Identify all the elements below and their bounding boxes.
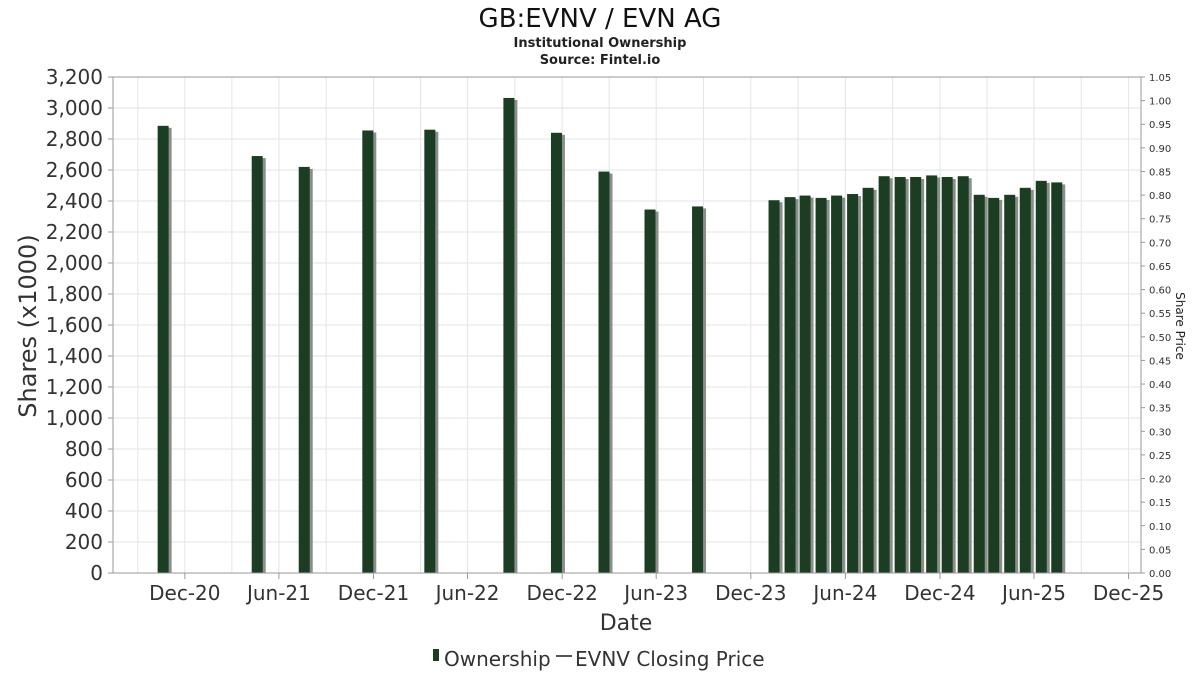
x-axis-label: Date <box>600 611 653 636</box>
y2-tick-label: 0.90 <box>1149 144 1171 155</box>
y-axis-label: Shares (x1000) <box>14 234 42 417</box>
x-tick-label: Jun-23 <box>622 581 688 605</box>
x-tick-label: Jun-25 <box>1000 581 1066 605</box>
y-tick-label: 2,800 <box>46 127 103 151</box>
y2-tick-label: 1.05 <box>1149 73 1171 84</box>
y-tick-label: 3,000 <box>46 96 103 120</box>
ownership-bar <box>831 195 843 573</box>
ownership-bar <box>768 200 780 573</box>
y2-tick-label: 1.00 <box>1149 97 1171 108</box>
y2-tick-label: 0.05 <box>1149 545 1171 556</box>
x-tick-label: Dec-21 <box>338 581 409 605</box>
bars <box>157 97 1066 574</box>
y-tick-label: 200 <box>65 530 103 554</box>
x-tick-label: Dec-24 <box>904 581 975 605</box>
y-tick-label: 600 <box>65 468 103 492</box>
y-tick-label: 800 <box>65 437 103 461</box>
y2-tick-label: 0.70 <box>1149 238 1171 249</box>
y2-tick-label: 0.50 <box>1149 333 1171 344</box>
y2-tick-label: 0.55 <box>1149 309 1171 320</box>
x-tick-label: Dec-25 <box>1093 581 1164 605</box>
ownership-bar <box>644 209 656 573</box>
ownership-bar <box>1019 187 1031 573</box>
y2-tick-label: 0.30 <box>1149 427 1171 438</box>
ownership-bar <box>878 176 890 573</box>
ownership-bar <box>973 194 985 574</box>
y2-tick-label: 0.95 <box>1149 120 1171 131</box>
y2-tick-label: 0.45 <box>1149 356 1171 367</box>
y-tick-label: 400 <box>65 499 103 523</box>
ownership-bar <box>503 97 515 574</box>
y2-tick-label: 0.00 <box>1149 569 1171 580</box>
ownership-bar <box>926 175 938 574</box>
x-tick-label: Dec-22 <box>526 581 597 605</box>
y2-tick-label: 0.60 <box>1149 286 1171 297</box>
y2-tick-label: 0.65 <box>1149 262 1171 273</box>
ownership-bar <box>157 125 169 573</box>
ownership-bar <box>298 166 310 573</box>
y2-tick-label: 0.80 <box>1149 191 1171 202</box>
ownership-bar <box>784 197 796 573</box>
ownership-bar <box>941 176 953 573</box>
y2-axis-label: Share Price <box>1173 292 1187 360</box>
chart-source: Source: Fintel.io <box>540 53 661 68</box>
y2-tick-label: 0.10 <box>1149 522 1171 533</box>
ownership-bar <box>847 194 859 573</box>
ownership-bar <box>251 156 263 574</box>
x-tick-label: Dec-20 <box>149 581 220 605</box>
y-axis-ticks: 0 200 400 600 800 1,000 1,200 1,400 1,600 1,800 2,… <box>46 65 113 585</box>
ownership-bar <box>1051 182 1063 573</box>
ownership-bar <box>362 130 374 573</box>
chart-title: GB:EVNV / EVN AG <box>479 4 722 34</box>
legend-ownership-swatch <box>433 649 439 661</box>
legend-price-label: EVNV Closing Price <box>575 647 765 671</box>
ownership-bar <box>598 171 610 574</box>
y-tick-label: 0 <box>90 561 103 585</box>
ownership-bar <box>894 176 906 573</box>
ownership-bar <box>988 197 1000 573</box>
x-tick-label: Jun-24 <box>811 581 877 605</box>
y-tick-label: 2,400 <box>46 189 103 213</box>
grid <box>113 76 1141 574</box>
ownership-bar <box>1004 194 1016 574</box>
y2-tick-label: 0.20 <box>1149 475 1171 486</box>
y2-tick-label: 0.40 <box>1149 380 1171 391</box>
x-axis-ticks: Dec-20 Jun-21 Dec-21 Jun-22 Dec-22 Jun-23 Dec-… <box>149 573 1164 605</box>
y2-tick-label: 0.25 <box>1149 451 1171 462</box>
chart-subtitle: Institutional Ownership <box>514 36 687 51</box>
y-tick-label: 1,200 <box>46 375 103 399</box>
ownership-bar <box>862 187 874 573</box>
legend-ownership-label: Ownership <box>444 647 551 671</box>
ownership-bar <box>799 195 811 573</box>
y-tick-label: 2,000 <box>46 251 103 275</box>
ownership-bar <box>550 132 562 574</box>
ownership-bar <box>424 129 436 573</box>
x-tick-label: Dec-23 <box>715 581 786 605</box>
x-tick-label: Jun-21 <box>245 581 311 605</box>
legend: Ownership EVNV Closing Price <box>433 647 765 671</box>
ownership-bar <box>692 206 704 574</box>
y-tick-label: 2,600 <box>46 158 103 182</box>
y2-tick-label: 0.35 <box>1149 404 1171 415</box>
y-tick-label: 1,000 <box>46 406 103 430</box>
y-tick-label: 1,800 <box>46 282 103 306</box>
y-tick-label: 1,600 <box>46 313 103 337</box>
y-tick-label: 1,400 <box>46 344 103 368</box>
y2-axis-ticks: 0.00 0.05 0.10 0.15 0.20 0.25 0.30 0.35 0.40 0.45… <box>1141 73 1171 580</box>
y-tick-label: 3,200 <box>46 65 103 89</box>
x-tick-label: Jun-22 <box>434 581 500 605</box>
y2-tick-label: 0.15 <box>1149 498 1171 509</box>
ownership-bar <box>910 176 922 573</box>
y2-tick-label: 0.85 <box>1149 167 1171 178</box>
y-tick-label: 2,200 <box>46 220 103 244</box>
ownership-bar <box>1035 180 1047 573</box>
ownership-bar <box>815 197 827 573</box>
y2-tick-label: 0.75 <box>1149 215 1171 226</box>
ownership-bar <box>957 176 969 573</box>
